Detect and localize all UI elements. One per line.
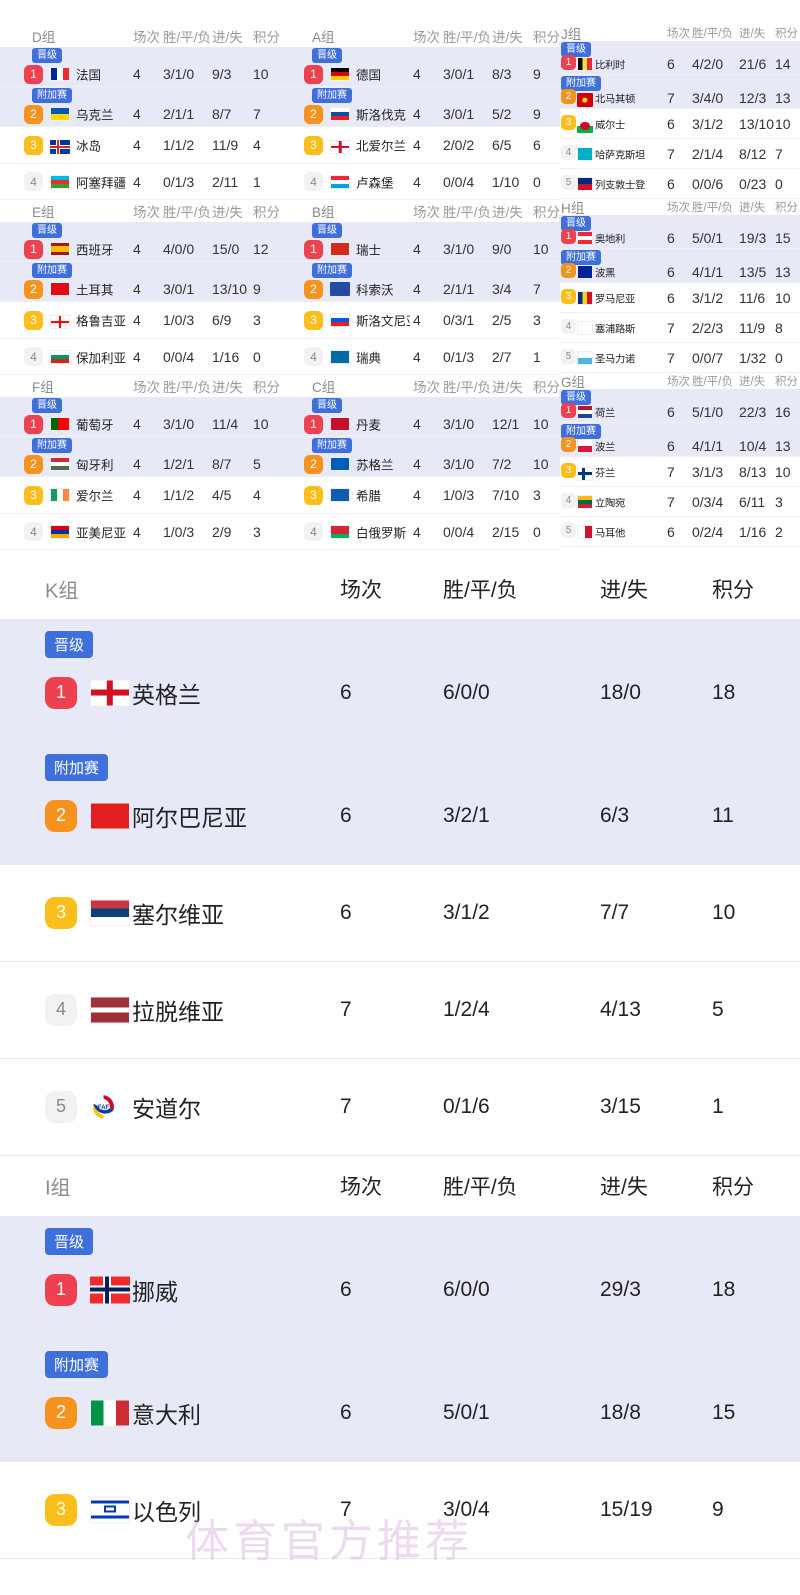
svg-text:FAF: FAF [98,1105,110,1111]
